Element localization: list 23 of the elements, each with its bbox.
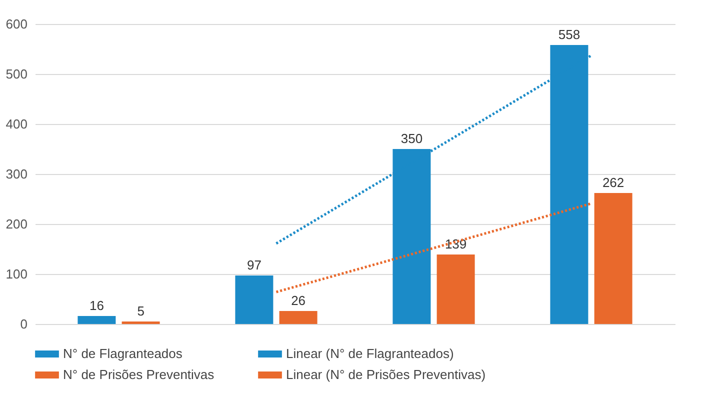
data-label: 262 [602,175,624,190]
y-tick-label: 100 [6,266,28,282]
y-tick-label: 0 [20,316,28,332]
bar [235,276,274,324]
legend-label: N° de Flagranteados [63,346,183,361]
data-label: 558 [558,27,580,42]
bar [78,316,116,324]
bar [436,254,475,324]
bar [594,193,632,324]
data-label: 16 [89,298,104,313]
y-tick-label: 400 [6,116,28,132]
legend-label: Linear (N° de Flagranteados) [286,346,454,361]
y-tick-label: 500 [6,66,28,82]
legend-label: N° de Prisões Preventivas [63,367,215,382]
data-label: 26 [291,293,306,308]
data-label: 350 [400,131,423,146]
y-tick-label: 200 [6,216,28,232]
data-label: 5 [137,304,144,318]
legend-label: Linear (N° de Prisões Preventivas) [286,367,486,382]
bar [279,311,318,324]
data-label: 97 [246,258,262,272]
y-tick-label: 600 [6,16,28,32]
y-tick-label: 300 [6,166,28,182]
